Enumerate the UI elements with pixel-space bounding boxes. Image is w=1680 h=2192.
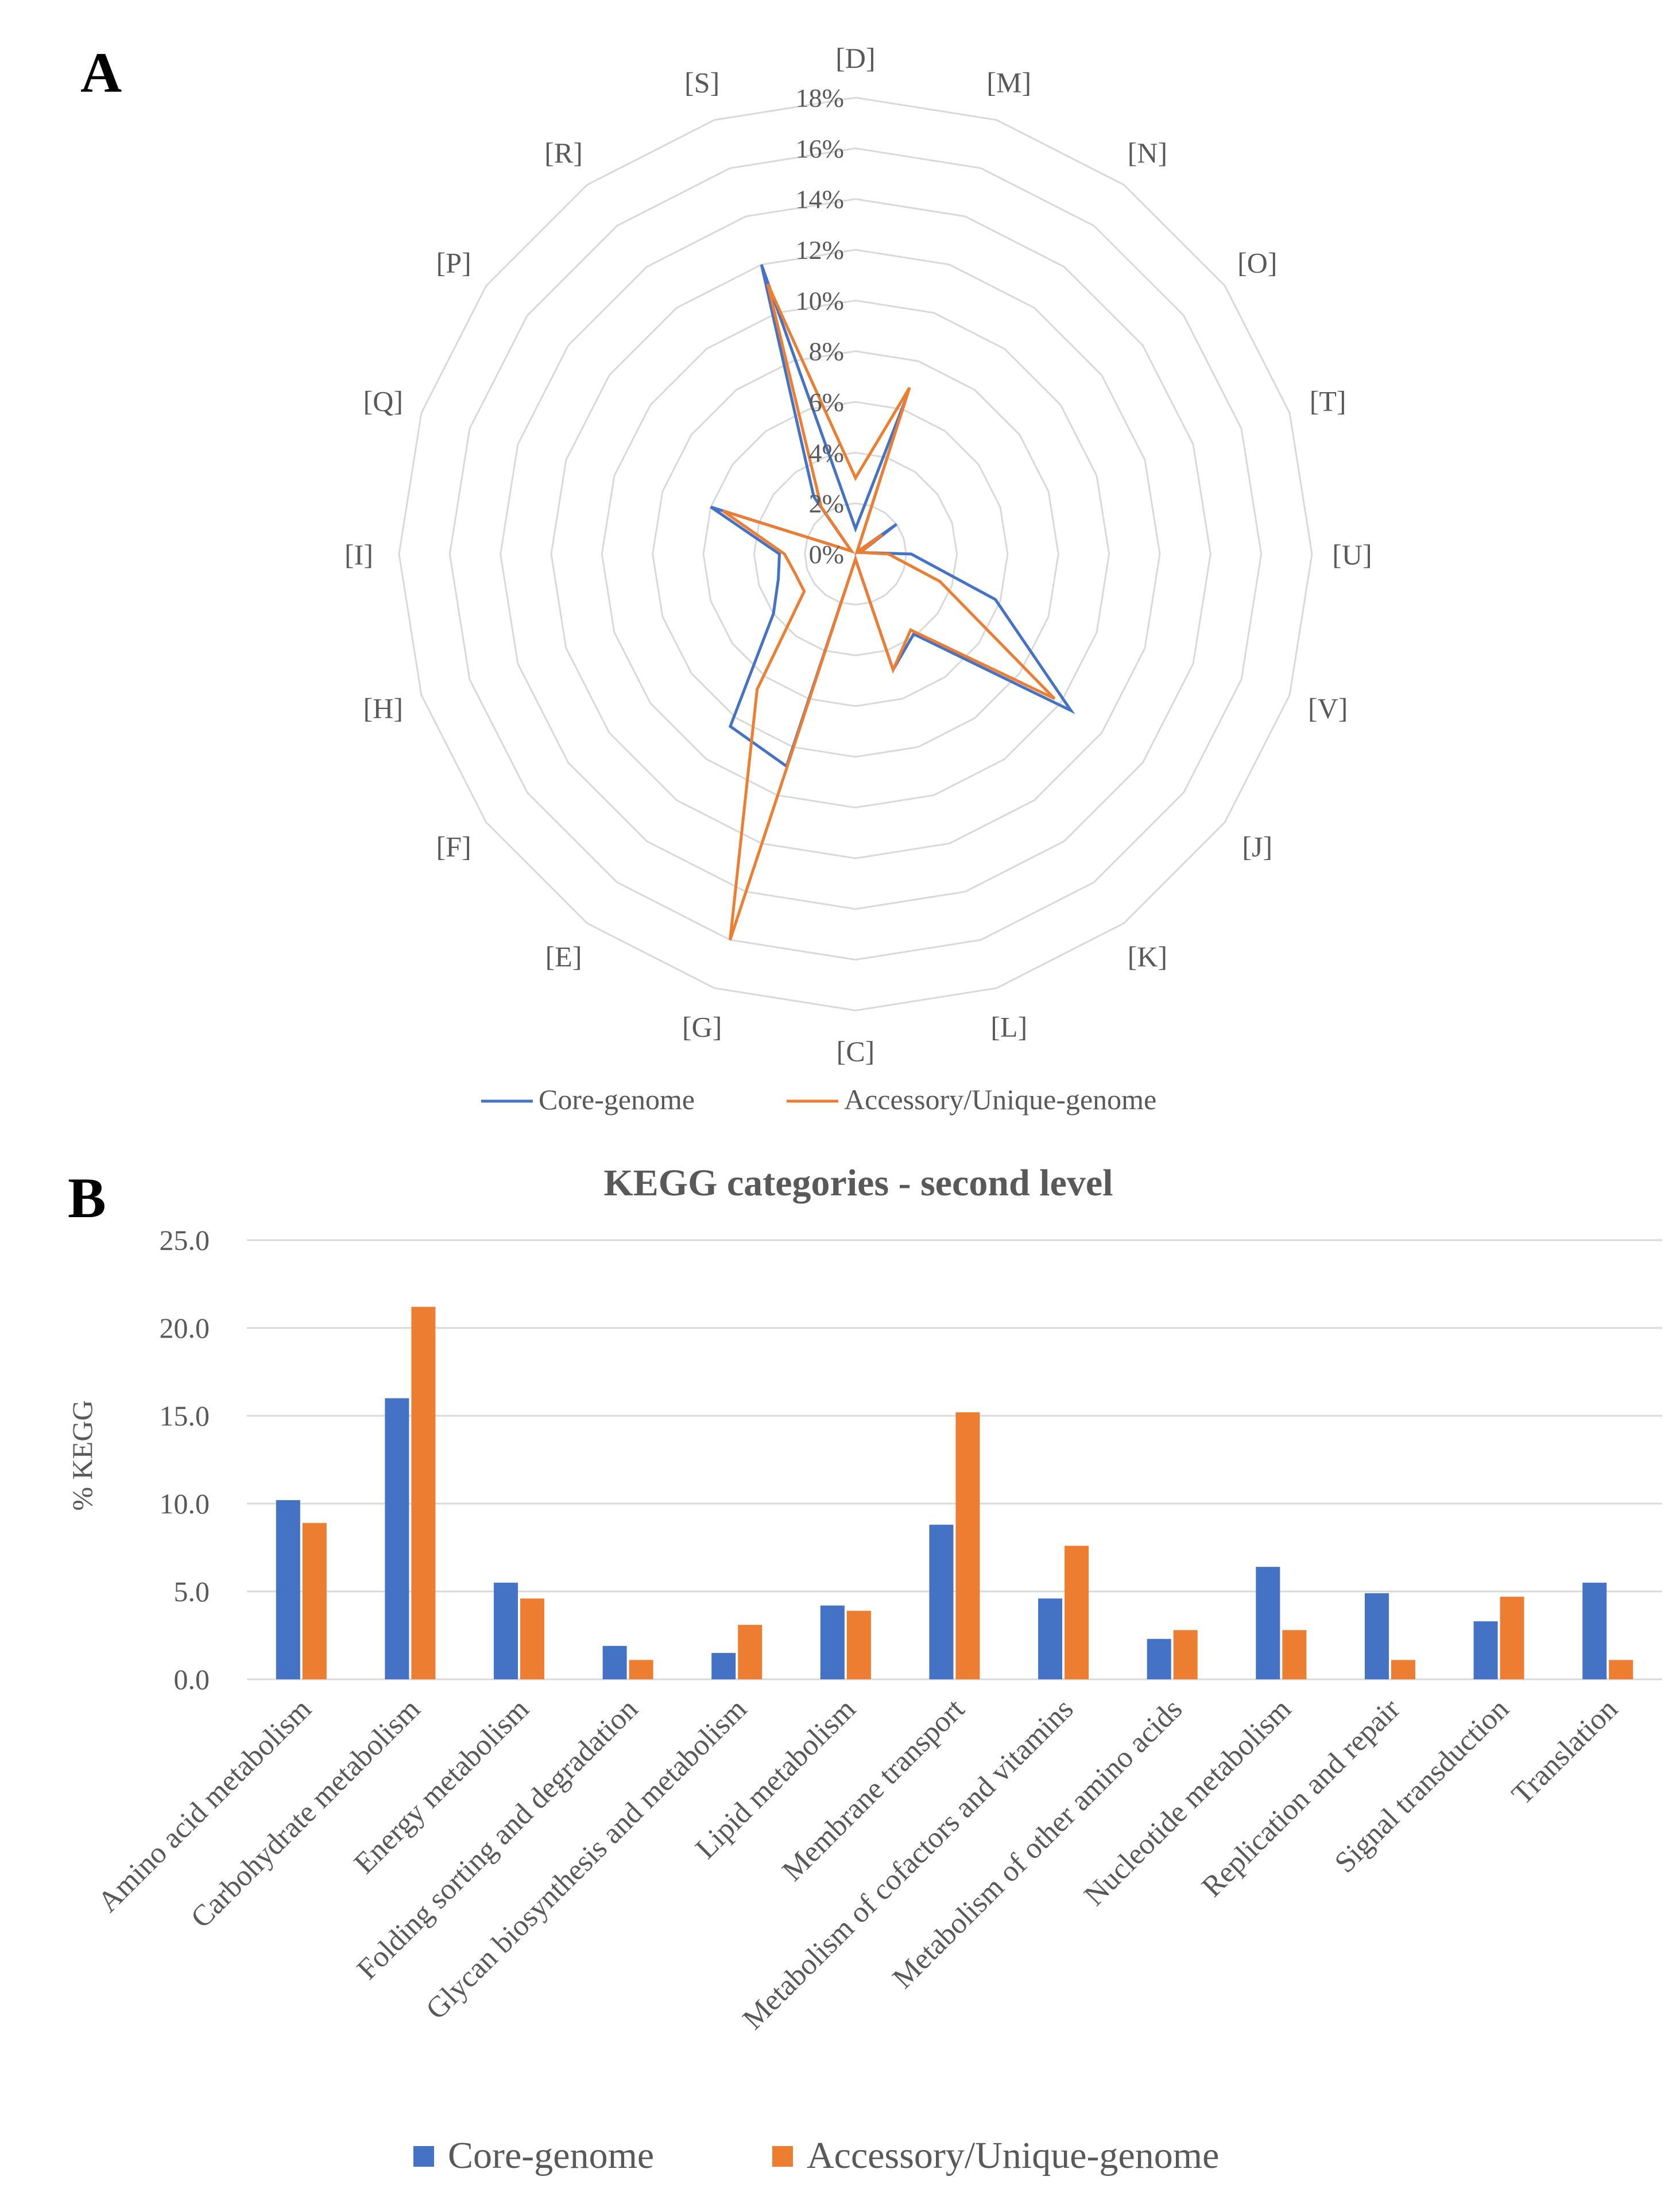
bar-accessory	[520, 1598, 545, 1679]
bar-legend-core-swatch	[413, 2146, 434, 2167]
radar-tick-label: 2%	[809, 489, 844, 518]
bar-accessory	[411, 1307, 436, 1679]
radar-category-label: [K]	[1128, 940, 1167, 973]
radar-gridline	[550, 249, 1161, 859]
bar-y-tick-label: 10.0	[160, 1488, 210, 1520]
radar-tick-label: 4%	[809, 438, 844, 467]
bar-y-axis-label: % KEGG	[66, 1400, 98, 1511]
radar-tick-label: 14%	[796, 185, 844, 214]
radar-gridline	[500, 198, 1211, 910]
radar-series-core	[710, 264, 1075, 769]
bar-core	[1473, 1621, 1498, 1679]
bar-accessory	[1609, 1660, 1633, 1679]
radar-category-label: [I]	[344, 539, 373, 571]
bar-core	[276, 1500, 300, 1679]
radar-legend-core-label: Core-genome	[539, 1083, 695, 1116]
radar-tick-label: 0%	[809, 540, 844, 569]
bar-accessory	[302, 1523, 327, 1679]
radar-tick-label: 12%	[796, 235, 844, 265]
bar-core	[385, 1398, 409, 1679]
bar-accessory	[1391, 1660, 1415, 1679]
bar-y-tick-label: 25.0	[160, 1224, 210, 1256]
bar-core	[1038, 1598, 1063, 1679]
radar-legend-accessory-label: Accessory/Unique-genome	[844, 1083, 1156, 1116]
bar-category-label: Amino acid metabolism	[92, 1693, 318, 1919]
radar-category-label: [Q]	[363, 385, 403, 417]
bar-legend-core-label: Core-genome	[448, 2135, 654, 2176]
bar-y-tick-label: 15.0	[160, 1400, 210, 1432]
radar-category-label: [V]	[1308, 692, 1348, 724]
bar-core	[1147, 1639, 1171, 1679]
radar-series-accessory	[722, 283, 1056, 940]
radar-gridline	[398, 96, 1313, 1012]
bar-category-label: Nucleotide metabolism	[1078, 1693, 1297, 1912]
bar-accessory	[1500, 1597, 1524, 1679]
radar-category-label: [O]	[1237, 247, 1277, 279]
radar-tick-label: 18%	[796, 83, 844, 113]
panel-a-label: A	[80, 41, 122, 104]
bar-y-tick-label: 0.0	[174, 1663, 210, 1695]
bar-core	[1364, 1593, 1389, 1679]
bar-category-label: Carbohydrate metabolism	[185, 1693, 427, 1934]
radar-category-label: [G]	[682, 1011, 722, 1043]
bar-core	[1582, 1582, 1607, 1679]
bar-legend-accessory-swatch	[772, 2146, 793, 2167]
bar-accessory	[1173, 1630, 1198, 1679]
radar-category-label: [M]	[986, 66, 1031, 98]
bar-category-label: Translation	[1505, 1693, 1624, 1811]
bar-y-tick-label: 5.0	[174, 1575, 210, 1608]
bar-chart: 0.0 5.0 10.0 15.0 20.0 25.0 Amino acid metabol…	[92, 1224, 1662, 2036]
radar-tick-label: 6%	[809, 388, 844, 417]
radar-tick-label: 10%	[796, 286, 844, 315]
radar-legend: Core-genome Accessory/Unique-genome	[481, 1083, 1156, 1116]
bar-core	[711, 1653, 736, 1679]
radar-gridline	[652, 350, 1059, 758]
radar-tick-label: 16%	[796, 134, 844, 163]
radar-category-label: [N]	[1128, 137, 1167, 169]
radar-tick-label: 8%	[809, 337, 844, 366]
bar-core	[494, 1582, 518, 1679]
radar-category-label: [C]	[837, 1035, 875, 1067]
bar-core	[602, 1645, 627, 1679]
bar-category-label: Replication and repair	[1195, 1693, 1406, 1903]
radar-category-label: [T]	[1310, 385, 1346, 417]
radar-category-label: [S]	[684, 66, 719, 98]
radar-category-label: [F]	[436, 830, 471, 862]
radar-gridline	[448, 147, 1263, 961]
radar-category-label: [P]	[436, 247, 471, 279]
bar-core	[820, 1605, 845, 1679]
bar-category-label: Membrane transport	[776, 1693, 971, 1888]
bar-accessory	[846, 1610, 871, 1679]
radar-category-label: [R]	[544, 137, 583, 169]
radar-category-label: [E]	[545, 940, 582, 973]
bar-legend: Core-genome Accessory/Unique-genome	[413, 2135, 1219, 2176]
radar-gridline	[753, 451, 958, 657]
radar-gridline	[804, 502, 907, 606]
bar-accessory	[629, 1660, 653, 1679]
bar-chart-title: KEGG categories - second level	[603, 1162, 1113, 1204]
radar-category-label: [J]	[1242, 830, 1272, 862]
radar-gridline	[601, 299, 1110, 809]
bar-accessory	[738, 1625, 762, 1679]
bar-core	[1256, 1567, 1280, 1679]
bar-y-tick-label: 20.0	[160, 1312, 210, 1344]
bar-accessory	[955, 1412, 980, 1679]
bar-legend-accessory-label: Accessory/Unique-genome	[807, 2135, 1219, 2176]
radar-gridline	[702, 401, 1009, 707]
radar-category-label: [H]	[363, 692, 403, 724]
radar-category-label: [D]	[835, 42, 875, 74]
panel-b-label: B	[68, 1166, 106, 1230]
bar-core	[929, 1524, 954, 1679]
radar-category-label: [U]	[1332, 539, 1372, 571]
radar-chart: [D] [M] [N] [O] [T] [U] [V] [J] [K] [L] [C] [G] [E] […	[344, 42, 1372, 1067]
bar-accessory	[1282, 1630, 1307, 1679]
radar-category-label: [L]	[990, 1011, 1027, 1043]
bar-accessory	[1064, 1546, 1089, 1679]
